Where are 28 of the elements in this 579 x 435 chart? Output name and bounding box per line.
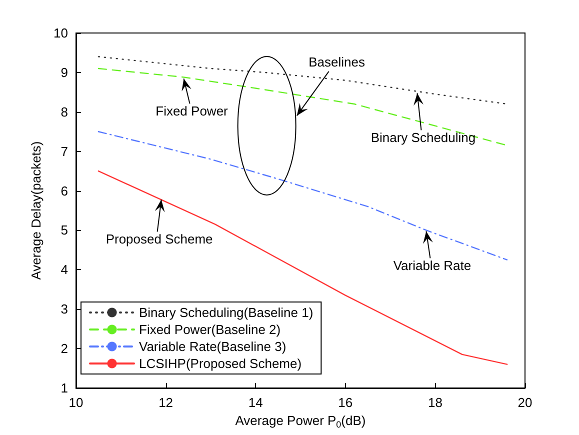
legend-label: LCSIHP(Proposed Scheme) [139,356,302,371]
y-tick-label: 1 [60,380,68,396]
legend-label: Binary Scheduling(Baseline 1) [139,305,314,320]
legend-label: Variable Rate(Baseline 3) [139,339,286,354]
y-axis-title: Average Delay(packets) [28,141,44,280]
x-tick-label: 16 [338,395,353,410]
annotation: Variable Rate [393,258,472,274]
y-tick-label: 10 [54,26,68,40]
x-tick-label: 14 [248,395,263,410]
y-tick-label: 2 [60,341,68,356]
y-tick-label: 3 [60,302,68,317]
y-tick-label: 6 [60,183,68,198]
annotation: Fixed Power [156,104,229,119]
y-tick-label: 5 [60,222,68,238]
y-tick-label: 7 [60,144,68,159]
y-tick-label: 9 [60,64,68,80]
y-tick-label: 8 [60,104,68,120]
line-series [98,68,508,146]
line-series [98,131,508,260]
annotation: Proposed Scheme [106,232,213,247]
x-tick-label: 20 [518,395,532,410]
legend-label: Fixed Power(Baseline 2) [139,322,281,337]
x-tick-label: 12 [158,395,174,410]
line-series [98,56,508,105]
x-tick-label: 18 [428,395,442,410]
annotation: Baselines [308,54,366,70]
y-tick-label: 4 [60,262,68,278]
annotation: Binary Scheduling [370,130,476,146]
